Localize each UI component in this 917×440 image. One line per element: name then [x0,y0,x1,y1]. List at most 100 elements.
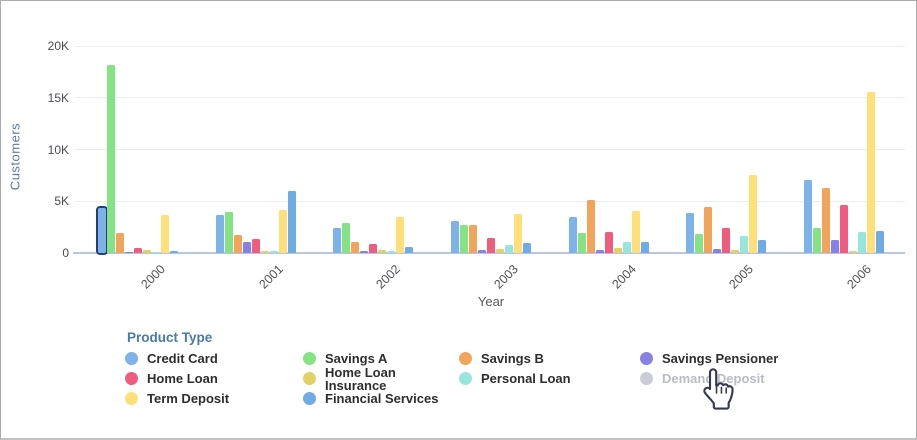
bar-savings-b-2006[interactable] [822,188,831,253]
legend-item-label: Savings B [481,351,544,367]
bar-savings-b-2001[interactable] [233,235,242,253]
legend-item-label: Home Loan Insurance [325,364,396,393]
bar-savings-pensioner-2000[interactable] [124,252,133,253]
bar-savings-a-2000[interactable] [106,64,115,253]
bar-personal-loan-2000[interactable] [151,252,160,253]
bar-financial-services-2006[interactable] [876,231,885,253]
bar-savings-pensioner-2002[interactable] [360,250,369,253]
bar-savings-b-2004[interactable] [586,200,595,253]
bar-group-2002 [333,46,414,253]
plot-area [73,45,905,255]
legend-item-savings-a[interactable]: Savings A [303,349,459,369]
bar-credit-card-2005[interactable] [686,212,695,253]
bar-term-deposit-2002[interactable] [396,216,405,253]
bar-home-loan-2005[interactable] [722,228,731,253]
x-axis-line [73,252,905,254]
bar-financial-services-2001[interactable] [287,190,296,253]
legend-item-label: Savings Pensioner [662,351,779,367]
bar-home-loan-insurance-2001[interactable] [260,251,269,253]
bar-term-deposit-2001[interactable] [278,209,287,253]
bar-term-deposit-2004[interactable] [631,210,640,253]
legend-marker-icon [303,391,316,405]
bar-home-loan-2000[interactable] [133,248,142,253]
bar-group-2003 [451,46,532,253]
bar-home-loan-insurance-2004[interactable] [613,247,622,253]
bar-home-loan-insurance-2005[interactable] [731,249,740,253]
bar-financial-services-2005[interactable] [758,239,767,253]
x-axis-tick-label: 2002 [373,262,404,292]
legend-item-home-loan-insurance[interactable]: Home Loan Insurance [303,364,459,393]
bar-financial-services-2002[interactable] [405,246,414,253]
legend-item-savings-pensioner[interactable]: Savings Pensioner [640,349,860,369]
bar-credit-card-2002[interactable] [333,228,342,253]
bar-personal-loan-2003[interactable] [505,245,513,253]
bar-savings-pensioner-2004[interactable] [595,249,604,253]
bar-home-loan-2004[interactable] [604,232,613,253]
bar-group-2005 [686,46,767,253]
bar-savings-pensioner-2001[interactable] [242,241,251,253]
bar-term-deposit-2000[interactable] [160,215,169,253]
legend-item-demand-deposit[interactable]: Demand Deposit [640,369,860,389]
bar-financial-services-2003[interactable] [523,243,531,253]
bar-savings-b-2000[interactable] [115,232,124,253]
legend-item-credit-card[interactable]: Credit Card [125,349,303,369]
bar-home-loan-2006[interactable] [840,205,849,253]
bar-home-loan-insurance-2003[interactable] [496,248,504,253]
y-axis-tick-label: 5K [54,194,69,209]
bar-financial-services-2000[interactable] [169,251,178,253]
bar-personal-loan-2005[interactable] [740,236,749,253]
bar-home-loan-2003[interactable] [487,237,495,253]
bar-credit-card-2006[interactable] [804,179,813,253]
legend-marker-icon [303,372,316,386]
bar-group-2000 [95,46,179,255]
bar-personal-loan-2002[interactable] [387,250,396,253]
bar-savings-a-2001[interactable] [224,211,233,253]
legend-item-label: Personal Loan [481,371,571,387]
bar-savings-b-2005[interactable] [704,206,713,253]
bar-savings-b-2003[interactable] [469,224,477,253]
bar-group-2004 [568,46,650,253]
legend-item-home-loan[interactable]: Home Loan [125,369,303,389]
bar-personal-loan-2001[interactable] [269,250,278,253]
bar-savings-a-2005[interactable] [695,233,704,253]
bar-home-loan-2001[interactable] [251,238,260,253]
bar-savings-pensioner-2006[interactable] [831,239,840,253]
bar-home-loan-insurance-2000[interactable] [142,250,151,253]
bar-term-deposit-2006[interactable] [867,92,876,253]
legend-item-personal-loan[interactable]: Personal Loan [459,369,640,389]
bar-savings-a-2004[interactable] [577,233,586,253]
gridline [75,149,905,150]
bar-savings-a-2002[interactable] [342,223,351,253]
legend-marker-icon [459,352,472,366]
bar-credit-card-2001[interactable] [215,215,224,253]
legend-item-financial-services[interactable]: Financial Services [303,388,459,408]
bar-home-loan-2002[interactable] [369,243,378,253]
gridline [75,45,905,47]
bar-personal-loan-2006[interactable] [858,232,867,253]
bar-financial-services-2004[interactable] [640,241,649,253]
bar-savings-a-2006[interactable] [813,227,822,253]
bar-savings-b-2002[interactable] [351,241,360,253]
legend-marker-icon [125,352,138,366]
bar-savings-pensioner-2005[interactable] [713,248,722,253]
bar-savings-pensioner-2003[interactable] [478,249,486,253]
bar-term-deposit-2003[interactable] [514,213,522,253]
legend-item-label: Home Loan [147,371,218,387]
legend-item-label: Savings A [325,351,388,367]
legend-item-term-deposit[interactable]: Term Deposit [125,388,303,408]
bar-home-loan-insurance-2006[interactable] [849,251,858,253]
bar-home-loan-insurance-2002[interactable] [378,250,387,253]
bar-credit-card-2004[interactable] [568,216,577,253]
x-axis-tick-label: 2006 [844,262,875,292]
bar-savings-a-2003[interactable] [460,225,468,253]
x-axis-tick-label: 2004 [609,262,639,292]
bar-term-deposit-2005[interactable] [749,175,758,253]
x-axis-tick-label: 2001 [255,262,286,292]
legend-item-label: Financial Services [325,390,439,406]
bar-credit-card-2003[interactable] [451,221,459,253]
bar-credit-card-2000-selected[interactable] [95,205,108,255]
bar-group-2001 [215,46,297,253]
bar-personal-loan-2004[interactable] [622,241,631,253]
legend-marker-icon [640,372,653,386]
legend-item-savings-b[interactable]: Savings B [459,349,640,369]
